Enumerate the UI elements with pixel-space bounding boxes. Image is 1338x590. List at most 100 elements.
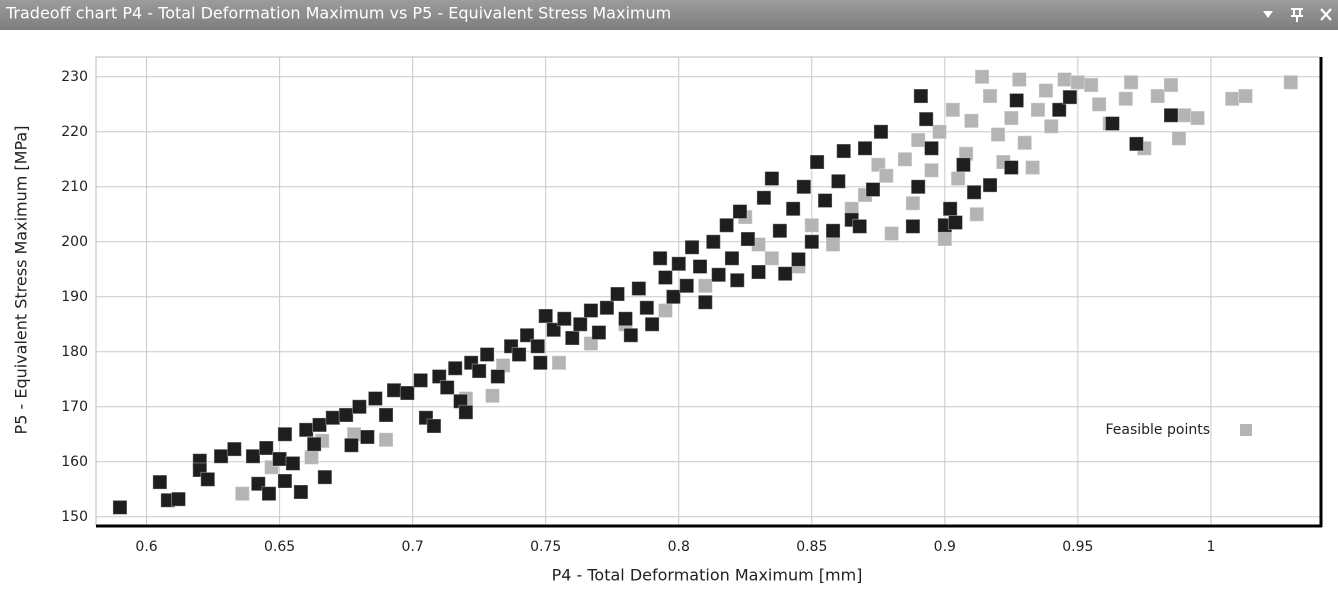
point <box>367 391 383 407</box>
point <box>804 234 820 250</box>
point <box>740 231 756 247</box>
y-axis-title: P5 - Equivalent Stress Maximum [MPa] <box>12 126 31 435</box>
point <box>945 102 961 118</box>
point <box>530 338 546 354</box>
point <box>729 272 745 288</box>
y-tick-label: 210 <box>61 179 88 195</box>
point <box>338 407 354 423</box>
point <box>809 154 825 170</box>
point <box>306 436 322 452</box>
point <box>285 455 301 471</box>
points <box>112 69 1299 515</box>
point <box>910 179 926 195</box>
point <box>1104 116 1120 132</box>
point <box>277 473 293 489</box>
point <box>413 372 429 388</box>
point <box>942 201 958 217</box>
point <box>1283 74 1299 90</box>
point <box>484 388 500 404</box>
point <box>652 250 668 266</box>
point <box>1163 77 1179 93</box>
point <box>471 363 487 379</box>
point <box>764 171 780 187</box>
legend-swatch <box>1240 424 1252 436</box>
point <box>610 286 626 302</box>
point <box>918 111 934 127</box>
y-tick-label: 150 <box>61 509 88 525</box>
title-bar <box>0 0 1338 30</box>
point <box>1171 130 1187 146</box>
point <box>317 469 333 485</box>
point <box>599 300 615 316</box>
point <box>458 404 474 420</box>
point <box>1051 102 1067 118</box>
point <box>1123 74 1139 90</box>
point <box>665 289 681 305</box>
point <box>974 69 990 85</box>
point <box>343 437 359 453</box>
point <box>1017 135 1033 151</box>
point <box>697 294 713 310</box>
point <box>564 330 580 346</box>
point <box>312 417 328 433</box>
point <box>732 204 748 220</box>
point <box>924 140 940 156</box>
point <box>234 486 250 502</box>
point <box>756 190 772 206</box>
point <box>1009 92 1025 108</box>
point <box>764 250 780 266</box>
point <box>966 184 982 200</box>
point <box>684 239 700 255</box>
x-axis-title: P4 - Total Deformation Maximum [mm] <box>552 566 863 585</box>
point <box>955 157 971 173</box>
point <box>583 303 599 319</box>
point <box>258 440 274 456</box>
point <box>583 336 599 352</box>
point <box>532 355 548 371</box>
point <box>857 140 873 156</box>
point <box>378 407 394 423</box>
y-tick-label: 190 <box>61 289 88 305</box>
x-tick-label: 0.75 <box>530 539 561 555</box>
point <box>719 217 735 233</box>
point <box>950 171 966 187</box>
point <box>572 316 588 332</box>
point <box>272 451 288 467</box>
point <box>479 347 495 363</box>
close-button[interactable] <box>1320 8 1332 21</box>
point <box>825 223 841 239</box>
point <box>924 162 940 178</box>
point <box>679 278 695 294</box>
point <box>772 223 788 239</box>
point <box>751 264 767 280</box>
y-tick-label: 170 <box>61 399 88 415</box>
point <box>1038 83 1054 99</box>
point <box>304 449 320 465</box>
point <box>546 322 562 338</box>
point <box>947 215 963 231</box>
point <box>439 380 455 396</box>
pin-button[interactable] <box>1291 8 1303 22</box>
point <box>170 491 186 507</box>
point <box>711 267 727 283</box>
point <box>591 325 607 341</box>
point <box>250 476 266 492</box>
point <box>1011 72 1027 88</box>
point <box>1128 136 1144 152</box>
point <box>910 132 926 148</box>
point <box>1043 118 1059 134</box>
point <box>969 206 985 222</box>
point <box>931 124 947 140</box>
point <box>785 201 801 217</box>
point <box>1091 96 1107 112</box>
point <box>200 471 216 487</box>
point <box>359 429 375 445</box>
point <box>790 251 806 267</box>
menu-button[interactable] <box>1263 11 1273 18</box>
y-tick-label: 180 <box>61 344 88 360</box>
point <box>1163 107 1179 123</box>
point <box>830 173 846 189</box>
point <box>293 484 309 500</box>
x-tick-label: 0.95 <box>1062 539 1093 555</box>
point <box>1025 160 1041 176</box>
